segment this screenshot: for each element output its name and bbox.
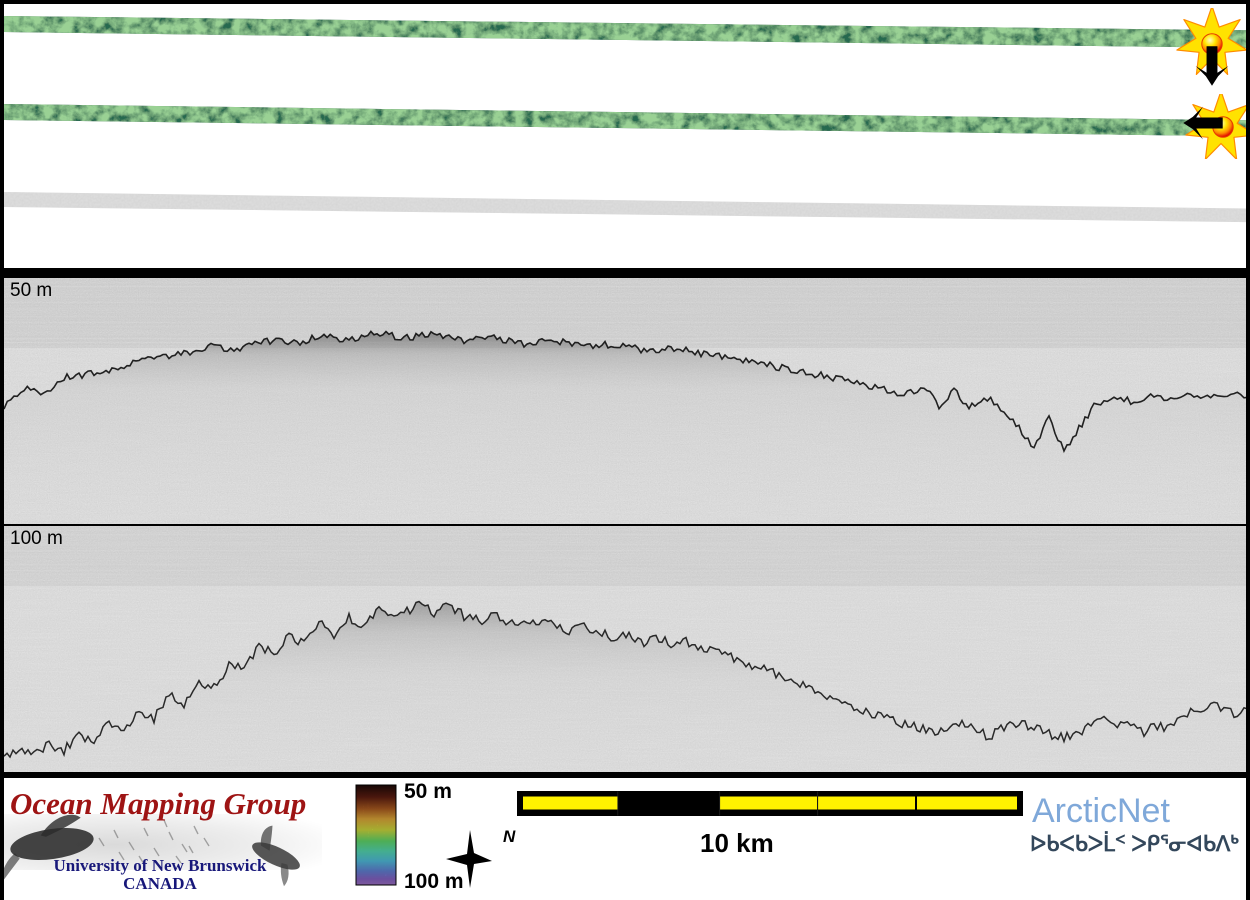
svg-text:N: N: [503, 827, 516, 846]
